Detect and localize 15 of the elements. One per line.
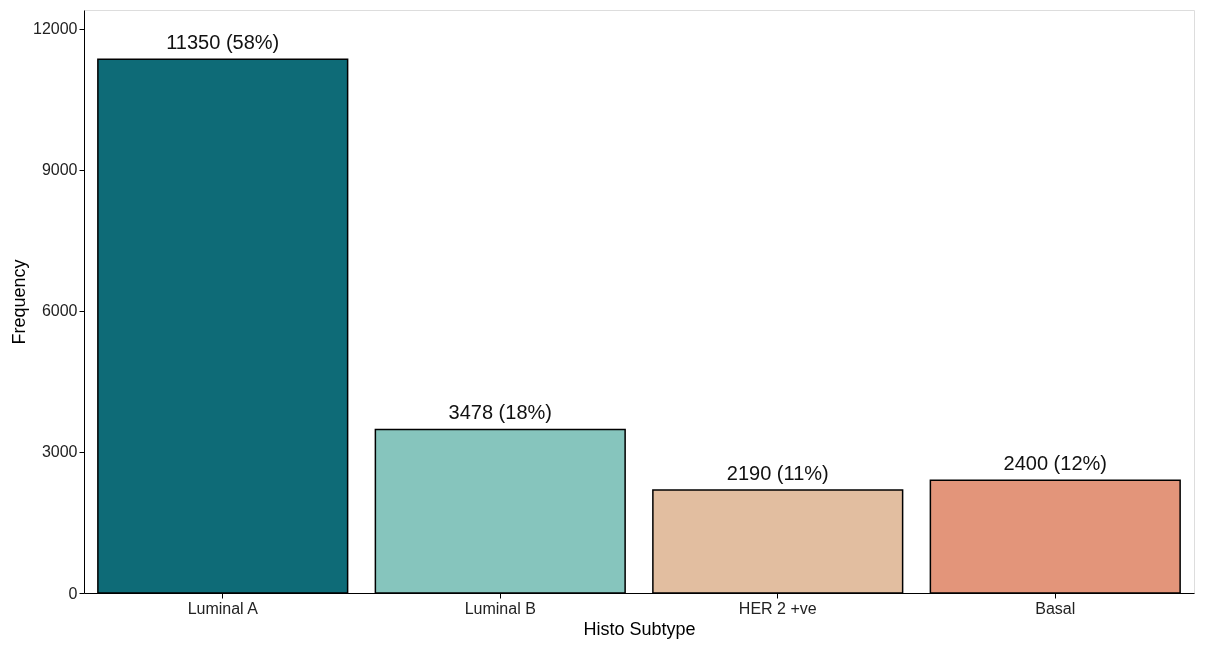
y-axis-title: Frequency	[9, 259, 30, 345]
y-tick-label: 0	[68, 584, 78, 602]
y-tick-label: 6000	[41, 302, 78, 320]
x-tick-label: Luminal A	[187, 599, 259, 617]
x-tick-label: HER 2 +ve	[738, 599, 817, 617]
y-tick-label: 3000	[41, 443, 78, 461]
x-axis-title: Histo Subtype	[583, 618, 696, 639]
data-label: 3478 (18%)	[448, 401, 552, 424]
y-tick-label: 12000	[33, 20, 78, 38]
data-label: 2190 (11%)	[726, 462, 829, 485]
data-label: 11350 (58%)	[166, 31, 280, 54]
x-tick-label: Basal	[1035, 599, 1076, 617]
x-tick-label: Luminal B	[464, 599, 536, 617]
y-tick-label: 9000	[41, 161, 78, 179]
data-label: 2400 (12%)	[1003, 452, 1107, 475]
